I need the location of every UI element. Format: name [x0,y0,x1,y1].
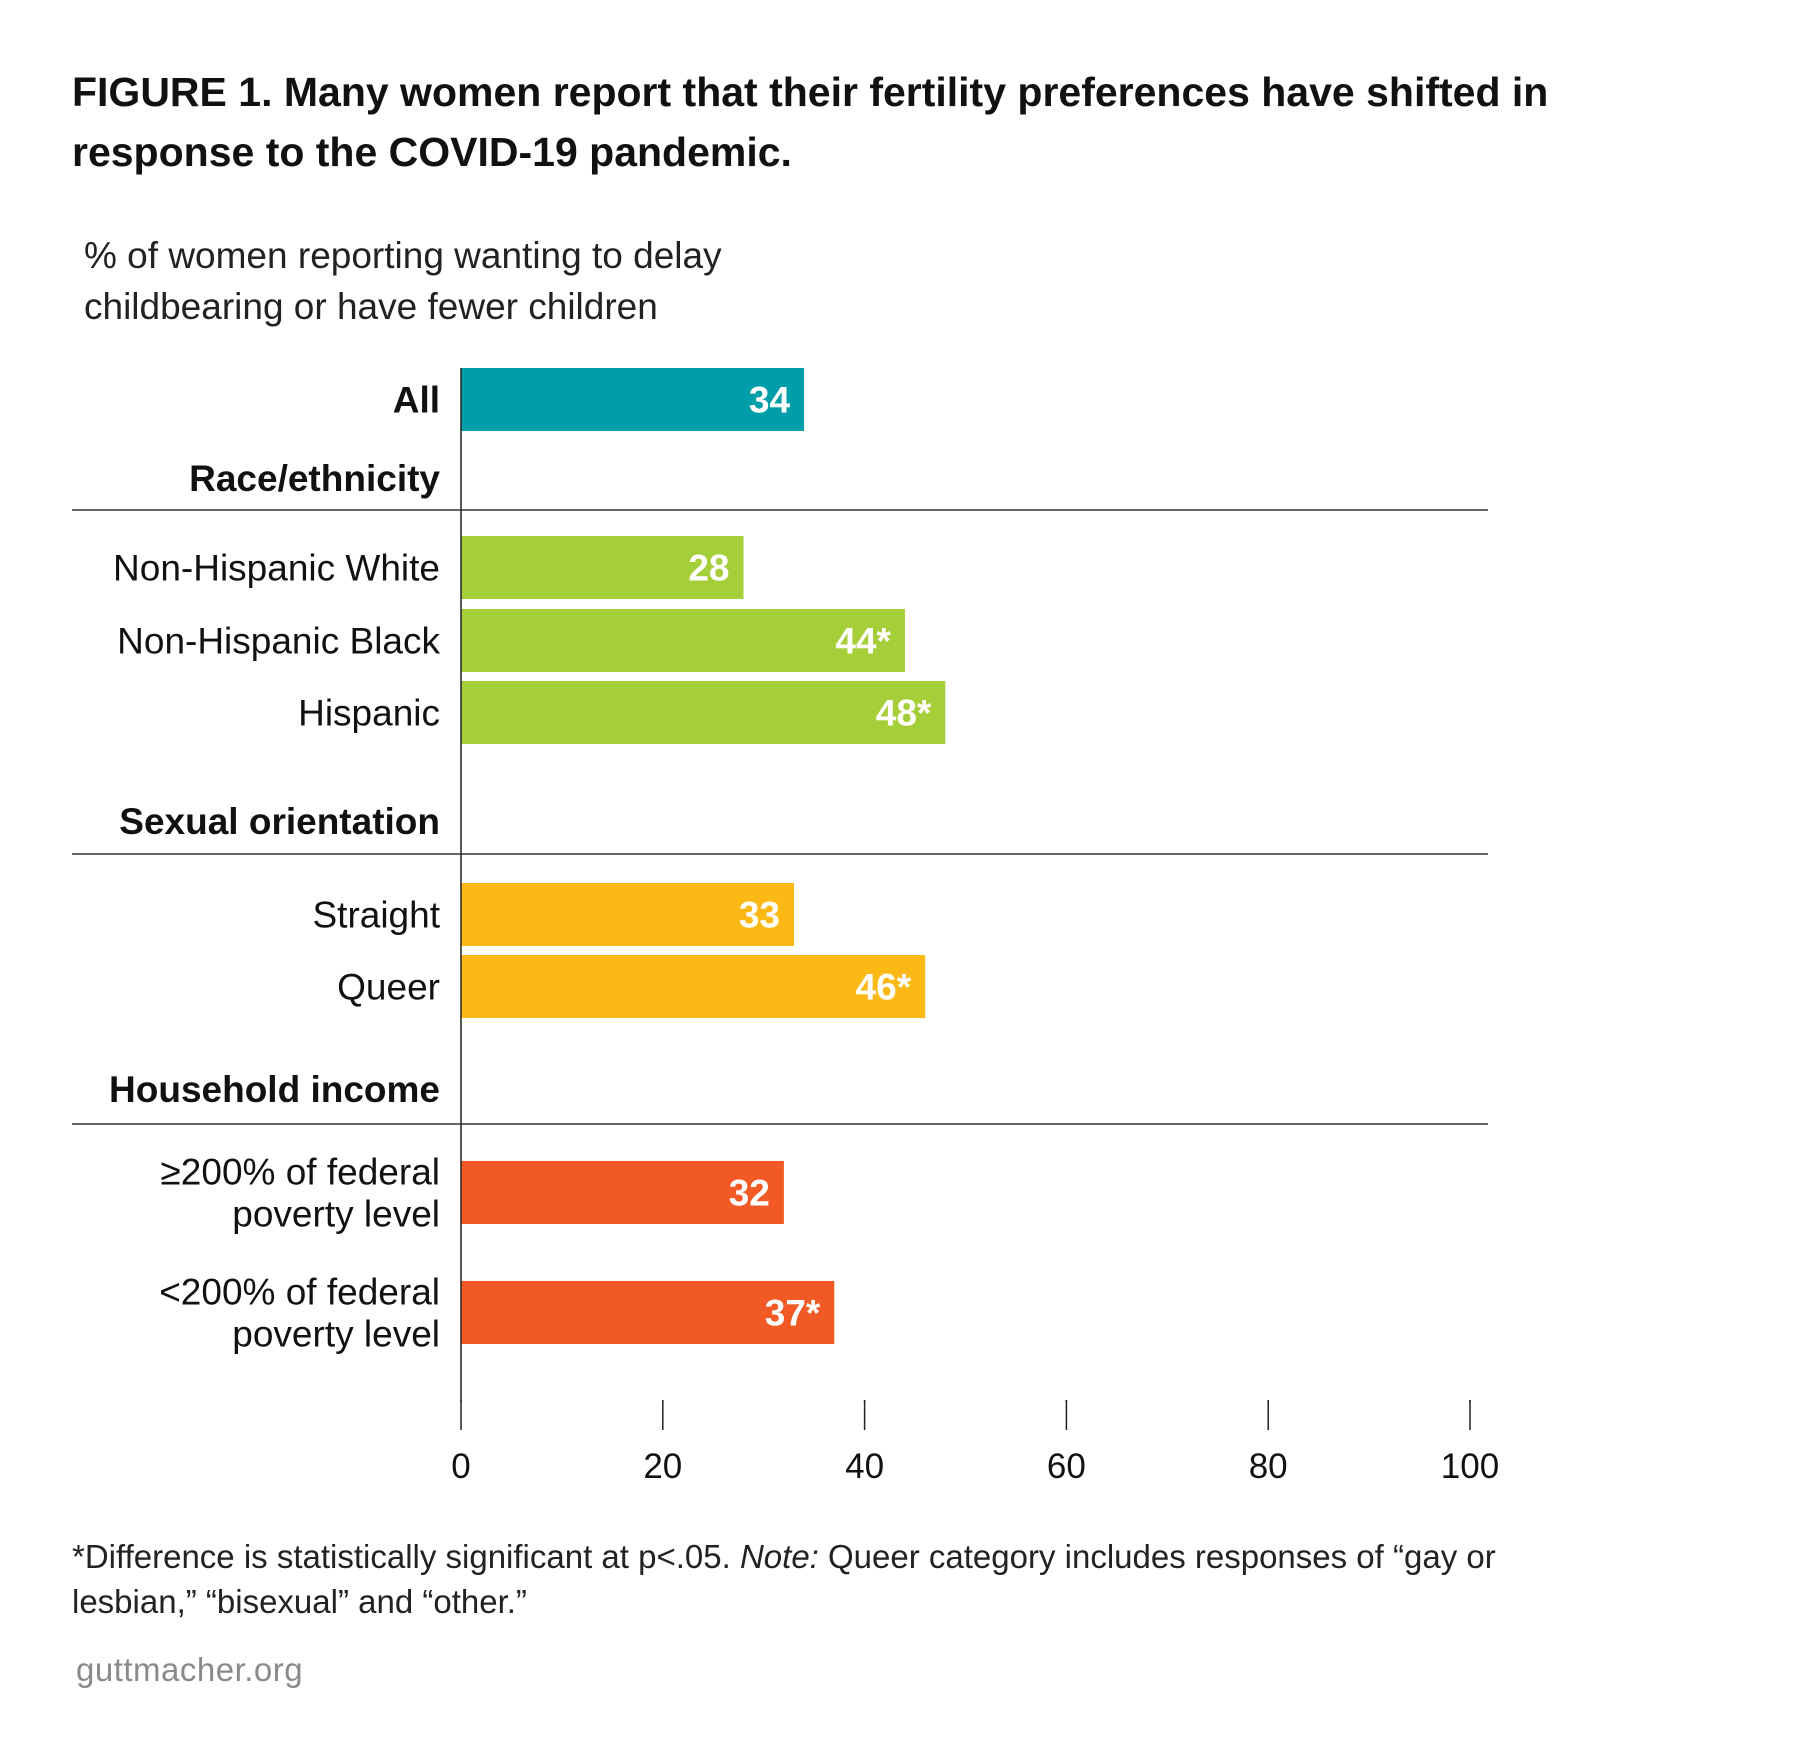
bar-non-hispanic-black [461,609,905,672]
footnote-note-label: Note: [739,1538,819,1575]
category-label-queer: Queer [337,967,440,1008]
x-tick-label-80: 80 [1249,1447,1288,1486]
x-tick-label-40: 40 [845,1447,884,1486]
category-label-non-hispanic-black: Non-Hispanic Black [117,621,440,662]
bar-hispanic [461,681,946,744]
bar-value-queer: 46* [856,967,912,1008]
bar-value-non-hispanic-white: 28 [688,548,729,589]
group-header-sexual-orientation: Sexual orientation [119,801,440,842]
bar-value-200-of-federal-poverty-level: 32 [729,1173,770,1214]
bar-value-straight: 33 [739,895,780,936]
footnote: *Difference is statistically significant… [72,1534,1592,1624]
category-label-200-of-federal-poverty-level: <200% of federal [159,1272,440,1313]
bar-value-all: 34 [749,380,791,421]
bar-value-200-of-federal-poverty-level: 37* [765,1293,821,1334]
footnote-significance: *Difference is statistically significant… [72,1538,740,1575]
footnote-note-text: Queer category includes responses of “ga… [72,1538,1496,1620]
bar-queer [461,955,926,1018]
x-tick-label-60: 60 [1047,1447,1086,1486]
bar-all [461,368,805,431]
category-label-non-hispanic-white: Non-Hispanic White [113,548,440,589]
chart-title: FIGURE 1. Many women report that their f… [72,69,1549,175]
category-label-200-of-federal-poverty-level: ≥200% of federal [161,1152,441,1193]
bar-non-hispanic-white [461,536,744,599]
x-tick-label-0: 0 [451,1447,470,1486]
category-label-hispanic: Hispanic [298,693,440,734]
bar-value-hispanic: 48* [876,693,932,734]
bar-chart: 34 All Race/ethnicity 28 Non-Hispanic White 4… [72,368,1499,1486]
bar-value-non-hispanic-black: 44* [835,621,891,662]
category-label-all: All [393,380,440,421]
group-header-race-ethnicity: Race/ethnicity [189,458,440,499]
chart-subtitle: % of women reporting wanting to delay ch… [84,235,722,327]
bar-straight [461,883,794,946]
bar-200-of-federal-poverty-level [461,1161,784,1224]
source-credit: guttmacher.org [76,1651,304,1688]
bar-200-of-federal-poverty-level [461,1281,835,1344]
group-header-household-income: Household income [109,1069,440,1110]
category-label-200-of-federal-poverty-level: poverty level [232,1194,440,1235]
category-label-straight: Straight [312,895,440,936]
x-tick-label-100: 100 [1441,1447,1499,1486]
category-label-200-of-federal-poverty-level: poverty level [232,1314,440,1355]
x-tick-label-20: 20 [643,1447,682,1486]
